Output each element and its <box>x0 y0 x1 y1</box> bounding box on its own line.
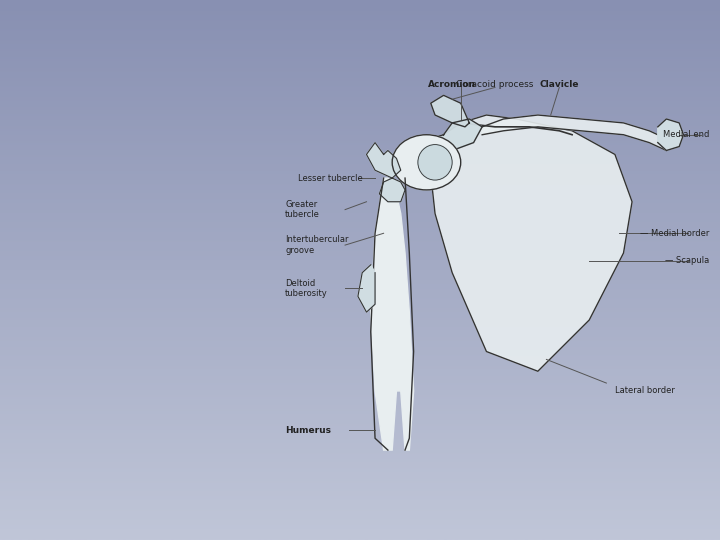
Text: Medial end: Medial end <box>663 130 709 139</box>
Text: Lateral border: Lateral border <box>615 387 675 395</box>
Polygon shape <box>431 115 632 372</box>
Text: Deltoid
tuberosity: Deltoid tuberosity <box>285 279 328 298</box>
Text: •  Glenohumeral: • Glenohumeral <box>32 306 200 326</box>
Text: •  Humerus: • Humerus <box>32 225 161 245</box>
Bar <box>281 76 709 470</box>
Text: Acromion: Acromion <box>428 79 476 89</box>
Text: © 2012 Jones & Bartlett Learning, LLC
www.jblearning.com: © 2012 Jones & Bartlett Learning, LLC ww… <box>556 509 702 528</box>
Polygon shape <box>379 178 405 202</box>
Text: Humerus: Humerus <box>285 426 331 435</box>
Text: •  Clavicle and Scapula: • Clavicle and Scapula <box>32 152 266 172</box>
Text: •  Shoulder girdle humerus.: • Shoulder girdle humerus. <box>61 188 292 206</box>
Text: Lesser tubercle: Lesser tubercle <box>298 173 363 183</box>
Polygon shape <box>482 115 667 151</box>
Text: •  Acromioclavicular: • Acromioclavicular <box>32 347 235 366</box>
Polygon shape <box>366 143 401 178</box>
Polygon shape <box>431 95 469 127</box>
Ellipse shape <box>392 135 461 190</box>
Text: Bones:: Bones: <box>32 112 102 131</box>
Text: Coracoid process: Coracoid process <box>456 79 534 89</box>
Text: Anatomy Review: Anatomy Review <box>229 29 491 57</box>
Text: — Medial border: — Medial border <box>640 229 709 238</box>
Text: Clavicle: Clavicle <box>539 79 579 89</box>
Polygon shape <box>358 265 375 312</box>
Text: — Scapula: — Scapula <box>665 256 709 265</box>
Text: •  Sternoclavicular: • Sternoclavicular <box>32 387 220 407</box>
Polygon shape <box>371 178 413 450</box>
Ellipse shape <box>418 145 452 180</box>
Text: Intertubercular
groove: Intertubercular groove <box>285 235 348 255</box>
Polygon shape <box>431 119 482 151</box>
Polygon shape <box>658 119 683 151</box>
Text: Shoulder joints:: Shoulder joints: <box>32 266 190 285</box>
Text: Greater
tubercle: Greater tubercle <box>285 200 320 219</box>
